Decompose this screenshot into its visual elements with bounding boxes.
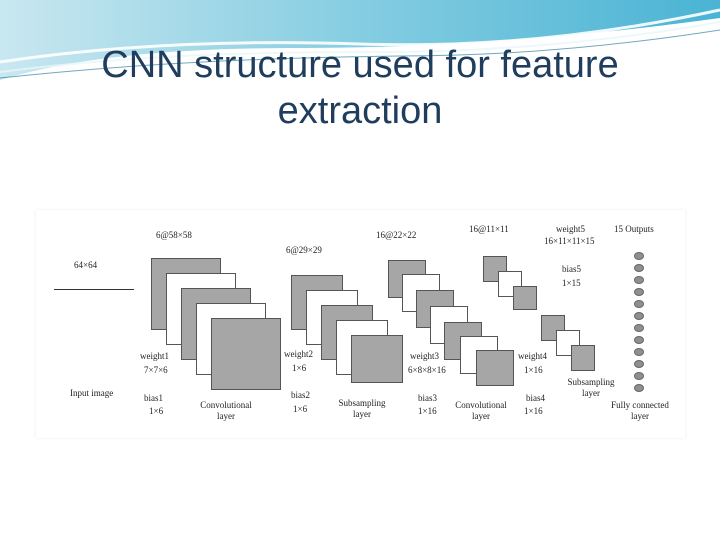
weight2-label: weight2 (284, 349, 313, 359)
weight1-dim: 7×7×6 (144, 365, 168, 375)
output-nodes (634, 252, 646, 392)
stage2-maps-label: 6@29×29 (286, 245, 322, 255)
weight4-label: weight4 (518, 351, 547, 361)
stage4-caption: Subsampling layer (558, 377, 624, 399)
output-node (634, 324, 644, 332)
output-node (634, 372, 644, 380)
output-node (634, 384, 644, 392)
stage1-maps-label: 6@58×58 (156, 230, 192, 240)
stage4-map (513, 286, 537, 310)
stage4-map (571, 345, 595, 371)
input-image-caption: Input image (70, 388, 114, 398)
bias3-dim: 1×16 (418, 406, 437, 416)
slide-title: CNN structure used for feature extractio… (101, 44, 619, 132)
weight5-label: weight5 (556, 224, 585, 234)
slide-banner (0, 0, 720, 80)
bias1-label: bias1 (144, 393, 163, 403)
output-node (634, 348, 644, 356)
weight5-dim: 16×11×11×15 (544, 236, 595, 246)
weight3-dim: 6×8×8×16 (408, 365, 446, 375)
stage2-map (351, 335, 403, 383)
stage3-map (476, 350, 514, 386)
output-node (634, 276, 644, 284)
bias5-label: bias5 (562, 264, 581, 274)
outputs-label: 15 Outputs (614, 224, 654, 234)
stage3-maps-label: 16@22×22 (376, 230, 417, 240)
stage4-map (483, 256, 507, 282)
bias4-dim: 1×16 (524, 406, 543, 416)
stage2-caption-text: Subsampling layer (338, 398, 386, 419)
output-node (634, 336, 644, 344)
stage4-caption-text: Subsampling layer (567, 377, 615, 398)
weight1-label: weight1 (140, 351, 169, 361)
cnn-diagram: 64×64 Input image 6@58×58 weight1 7×7×6 … (36, 210, 685, 438)
bias1-dim: 1×6 (149, 406, 164, 416)
stage1-map (211, 318, 281, 390)
stage1-caption-text: Convolutional layer (200, 400, 252, 421)
output-node (634, 360, 644, 368)
bias2-label: bias2 (291, 390, 310, 400)
output-node (634, 288, 644, 296)
bias2-dim: 1×6 (293, 404, 308, 414)
stage3-caption: Convolutional layer (448, 400, 514, 422)
stage2-caption: Subsampling layer (332, 398, 392, 420)
stage5-caption-text: Fully connected layer (611, 400, 669, 421)
output-node (634, 312, 644, 320)
stage4-maps-label: 16@11×11 (469, 224, 509, 234)
stage1-caption: Convolutional layer (196, 400, 256, 422)
stage3-caption-text: Convolutional layer (455, 400, 507, 421)
input-size-label: 64×64 (74, 260, 98, 270)
output-node (634, 300, 644, 308)
weight2-dim: 1×6 (292, 363, 307, 373)
bias3-label: bias3 (418, 393, 437, 403)
bias4-label: bias4 (526, 393, 545, 403)
stage5-caption: Fully connected layer (602, 400, 678, 422)
weight3-label: weight3 (410, 351, 439, 361)
bias5-dim: 1×15 (562, 278, 581, 288)
input-image-line (54, 289, 134, 290)
output-node (634, 264, 644, 272)
output-node (634, 252, 644, 260)
weight4-dim: 1×16 (524, 365, 543, 375)
